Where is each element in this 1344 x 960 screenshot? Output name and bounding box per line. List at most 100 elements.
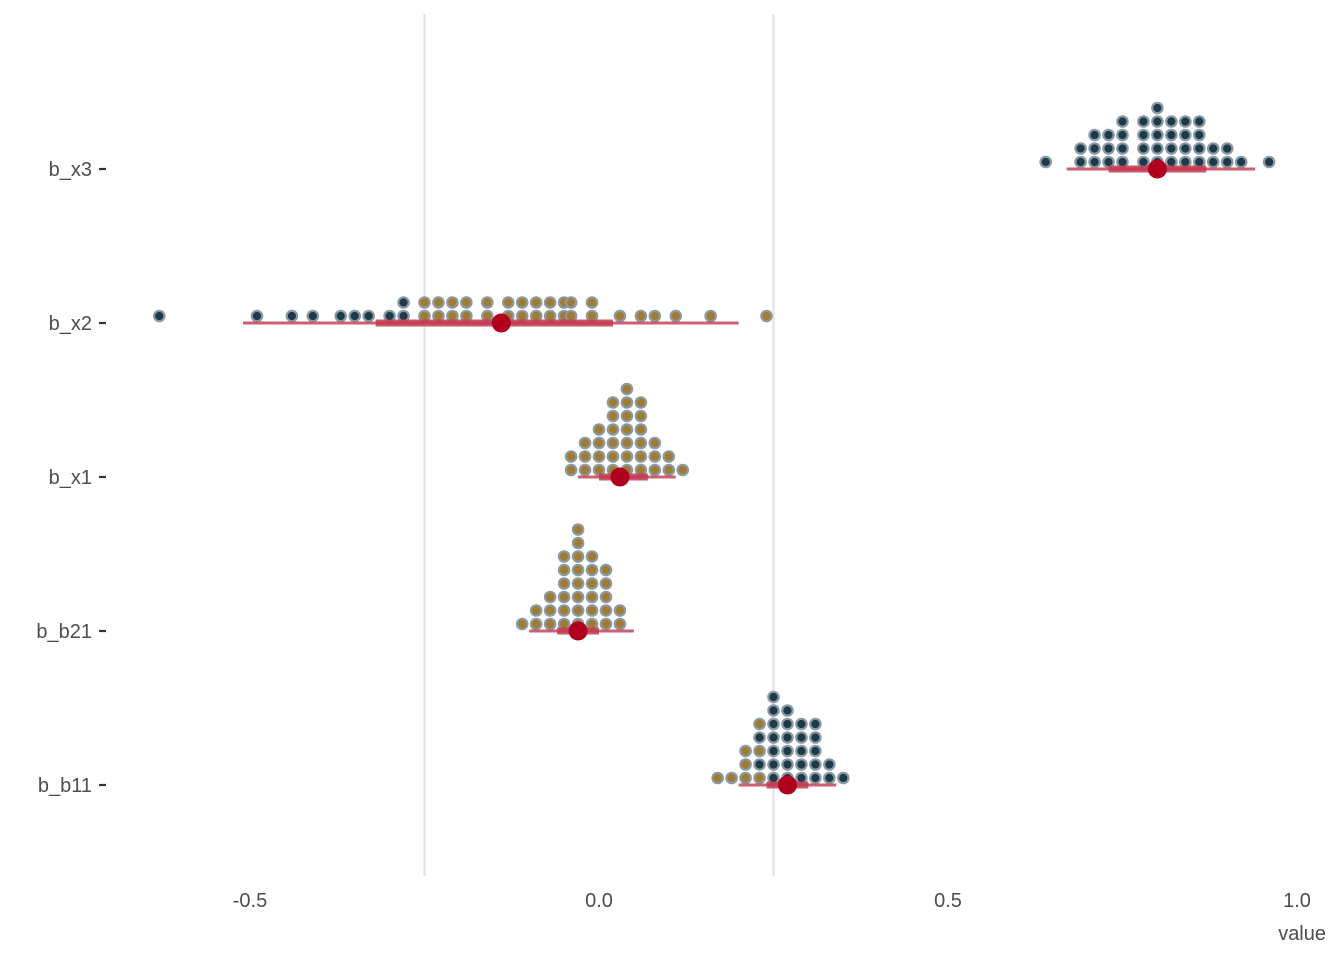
dot <box>585 550 599 563</box>
dot <box>1137 128 1150 142</box>
point-estimate <box>1147 159 1167 179</box>
dot <box>620 436 634 450</box>
dot <box>571 577 585 590</box>
dot <box>809 731 822 744</box>
dot <box>250 309 264 323</box>
dot <box>781 717 794 731</box>
point-estimate <box>777 775 797 795</box>
dot <box>704 309 717 323</box>
y-tick-label: b_x2 <box>49 313 92 335</box>
dot <box>557 550 571 563</box>
dot <box>634 396 648 409</box>
dot <box>585 604 599 617</box>
dot <box>620 450 634 463</box>
dot <box>613 309 627 323</box>
dot <box>348 309 361 323</box>
series-group <box>152 101 1276 795</box>
dot <box>515 617 529 631</box>
dot <box>1151 101 1164 115</box>
dot <box>634 409 648 423</box>
dot <box>1179 142 1192 155</box>
y-axis: b_x3 b_x2 b_x1 b_b21 b_b11 <box>36 159 106 797</box>
dot <box>781 744 794 758</box>
dot <box>585 563 599 577</box>
dot <box>1206 142 1220 155</box>
dot <box>571 536 585 550</box>
dot <box>711 771 724 785</box>
dot <box>418 296 431 309</box>
dot <box>648 463 662 477</box>
dot <box>1192 142 1206 155</box>
dot <box>432 296 445 309</box>
dot <box>1074 142 1087 155</box>
dot <box>599 577 613 590</box>
dot <box>648 436 662 450</box>
dot <box>578 436 592 450</box>
x-axis-title: value <box>1278 923 1326 945</box>
dot <box>1220 155 1234 169</box>
x-tick-label: -0.5 <box>233 890 267 912</box>
dot <box>557 604 571 617</box>
y-tick-label: b_x3 <box>49 159 92 181</box>
dot <box>613 604 627 617</box>
series-b_b11 <box>711 690 850 795</box>
dot <box>809 771 822 785</box>
dot <box>795 731 808 744</box>
dot <box>529 604 543 617</box>
dot <box>592 423 606 436</box>
dot <box>481 296 494 309</box>
dot <box>1192 115 1206 128</box>
y-tick-label: b_b21 <box>36 621 92 643</box>
dot <box>634 436 648 450</box>
dot <box>285 309 299 323</box>
dot <box>557 563 571 577</box>
dot <box>564 296 578 309</box>
dot <box>1088 128 1101 142</box>
dot <box>529 296 543 309</box>
dot <box>1074 155 1087 169</box>
dot <box>606 396 620 409</box>
y-tick-label: b_b11 <box>38 775 92 797</box>
dot <box>334 309 348 323</box>
dot <box>571 590 585 604</box>
dot <box>578 450 592 463</box>
dot <box>1206 155 1220 169</box>
dot <box>152 309 166 323</box>
dot <box>648 309 662 323</box>
dot <box>1039 155 1053 169</box>
dot <box>662 463 676 477</box>
series-b_b21 <box>515 523 634 641</box>
dot <box>809 744 822 758</box>
dot <box>1165 115 1178 128</box>
dot <box>543 604 557 617</box>
dot <box>781 731 794 744</box>
dot <box>1165 142 1178 155</box>
series-b_x3 <box>1039 101 1276 179</box>
dot <box>1151 115 1164 128</box>
dot <box>362 309 375 323</box>
dot <box>767 717 780 731</box>
dot <box>739 744 752 758</box>
dot <box>1234 155 1248 169</box>
dot <box>620 382 634 396</box>
dot <box>795 717 808 731</box>
dot <box>753 744 766 758</box>
dot <box>1088 142 1101 155</box>
x-tick-label: 0.0 <box>585 890 613 912</box>
dot <box>795 758 808 771</box>
dot <box>585 577 599 590</box>
dot <box>836 771 850 785</box>
dot <box>1192 128 1206 142</box>
dot <box>753 717 766 731</box>
dot <box>781 758 794 771</box>
dot <box>606 409 620 423</box>
dot <box>397 296 410 309</box>
dot <box>739 758 752 771</box>
dot <box>1116 128 1129 142</box>
dot <box>634 309 648 323</box>
dot <box>1088 155 1101 169</box>
dot <box>823 771 836 785</box>
dot <box>1151 128 1164 142</box>
series-b_x1 <box>564 382 690 487</box>
